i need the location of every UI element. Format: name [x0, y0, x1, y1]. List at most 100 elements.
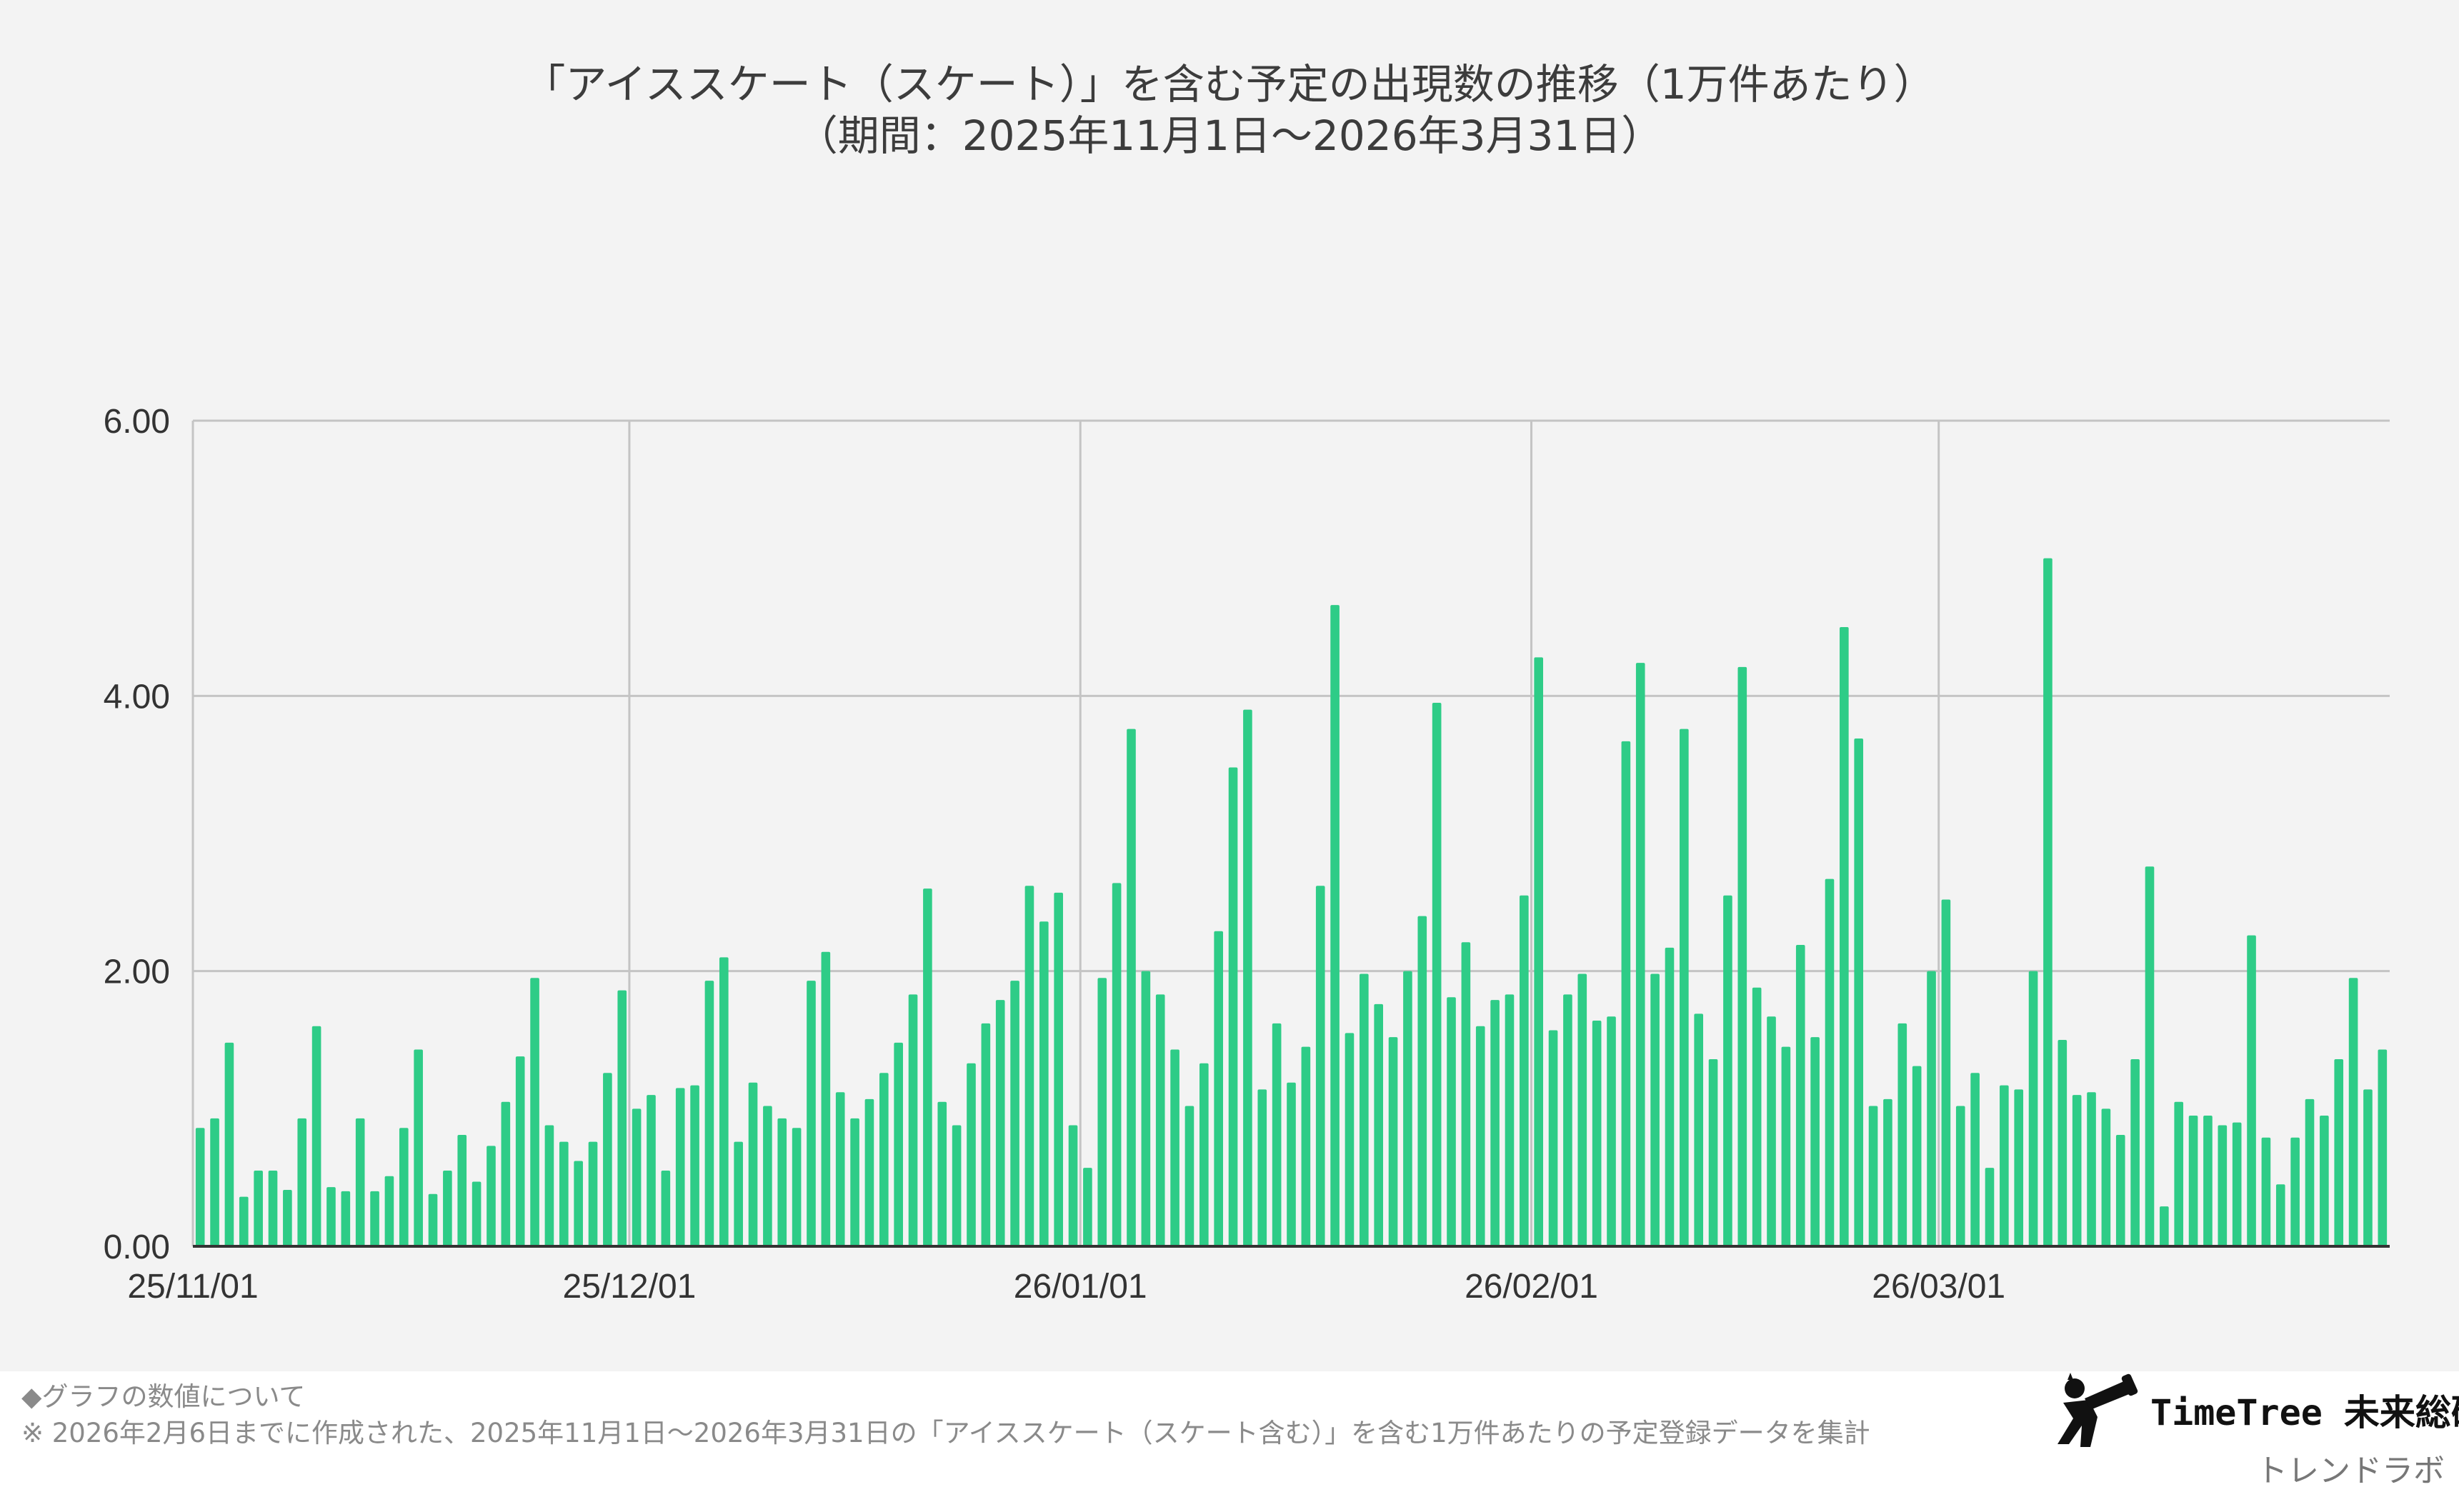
bar	[515, 1056, 525, 1246]
bar	[472, 1181, 482, 1246]
chart-title: 「アイススケート（スケート）」を含む予定の出現数の推移（1万件あたり）	[524, 60, 1935, 109]
x-tick-label: 26/01/01	[1014, 1268, 1147, 1306]
bar	[239, 1196, 249, 1246]
bar	[2115, 1134, 2125, 1246]
bar	[1301, 1046, 1311, 1246]
chart-panel: 「アイススケート（スケート）」を含む予定の出現数の推移（1万件あたり） （期間：…	[0, 0, 2459, 1371]
bar	[2043, 558, 2053, 1246]
bar	[2232, 1122, 2242, 1246]
bar	[1272, 1023, 1282, 1246]
bar	[1068, 1125, 1078, 1246]
bar	[777, 1118, 787, 1246]
bar	[632, 1108, 642, 1246]
bar	[1257, 1089, 1267, 1246]
bar	[2247, 935, 2256, 1246]
bar	[2218, 1125, 2228, 1246]
bar	[1520, 895, 1529, 1246]
bar	[254, 1171, 263, 1246]
bar	[1432, 702, 1442, 1246]
bar	[1941, 899, 1951, 1246]
bar	[719, 957, 729, 1246]
bar	[559, 1141, 569, 1246]
bar	[1737, 666, 1747, 1246]
bar	[1083, 1168, 1092, 1246]
footer-heading: ◆グラフの数値について	[21, 1381, 306, 1412]
bar	[864, 1098, 874, 1246]
gridlines	[191, 419, 2390, 1246]
bar	[355, 1118, 365, 1246]
bar	[748, 1082, 758, 1246]
bar	[2145, 866, 2155, 1246]
bar	[894, 1042, 903, 1246]
bar	[1228, 767, 1238, 1246]
bar	[588, 1141, 598, 1246]
bar	[1141, 971, 1151, 1246]
bar	[457, 1134, 467, 1246]
x-tick-label: 25/12/01	[563, 1268, 697, 1306]
bar	[268, 1171, 278, 1246]
bar	[2275, 1184, 2285, 1246]
bar	[603, 1073, 612, 1246]
bar	[1490, 1000, 1500, 1246]
bar	[2160, 1206, 2169, 1246]
bar	[2072, 1095, 2082, 1246]
bar	[1883, 1098, 1892, 1246]
bar	[1577, 973, 1587, 1246]
bar	[647, 1095, 656, 1246]
telescope-person-icon	[2058, 1373, 2138, 1447]
bar	[1868, 1106, 1878, 1246]
bar	[2058, 1040, 2068, 1246]
bar	[341, 1191, 351, 1246]
bar	[1607, 1016, 1616, 1246]
bar	[1708, 1058, 1718, 1246]
bar	[734, 1141, 743, 1246]
y-tick-label: 0.00	[104, 1228, 170, 1266]
bar	[1723, 895, 1732, 1246]
bar	[835, 1092, 845, 1246]
bar	[1388, 1037, 1398, 1246]
bar	[1127, 729, 1136, 1246]
bar	[2087, 1092, 2096, 1246]
bar	[1170, 1049, 1179, 1246]
footer-notes: ◆グラフの数値について ※ 2026年2月6日までに作成された、2025年11月…	[21, 1378, 1965, 1451]
bar	[1752, 987, 1762, 1246]
bar	[544, 1125, 554, 1246]
bar	[195, 1128, 205, 1246]
bar	[428, 1193, 438, 1246]
bar	[297, 1118, 307, 1246]
bar	[1563, 994, 1572, 1246]
bar	[1505, 994, 1515, 1246]
bar	[1781, 1046, 1791, 1246]
bar	[981, 1023, 991, 1246]
bar	[2348, 978, 2358, 1246]
bar	[1840, 627, 1849, 1246]
brand: TimeTree 未来総研 トレンドラボ	[2050, 1370, 2459, 1506]
bar	[1912, 1066, 1922, 1246]
bar	[1287, 1082, 1296, 1246]
bar	[210, 1118, 219, 1246]
bar	[879, 1073, 889, 1246]
bar	[1112, 883, 1122, 1246]
bar	[2203, 1115, 2213, 1246]
x-tick-label: 25/11/01	[127, 1268, 258, 1306]
bar	[850, 1118, 859, 1246]
y-tick-label: 6.00	[104, 403, 170, 441]
bar	[224, 1042, 234, 1246]
bar	[1767, 1016, 1776, 1246]
bar	[1635, 663, 1645, 1246]
bar	[2261, 1137, 2271, 1246]
bar	[370, 1191, 379, 1246]
bar	[1621, 741, 1631, 1246]
bar	[2130, 1058, 2140, 1246]
bar	[1403, 971, 1412, 1246]
bar	[2028, 971, 2038, 1246]
bars	[195, 558, 2388, 1246]
bar	[2305, 1098, 2315, 1246]
bar	[617, 990, 627, 1246]
bar	[1243, 709, 1252, 1246]
bar	[1810, 1037, 1820, 1246]
bar	[1374, 1003, 1383, 1246]
bar	[1417, 916, 1427, 1246]
bar	[1592, 1021, 1602, 1246]
bar	[661, 1171, 671, 1246]
